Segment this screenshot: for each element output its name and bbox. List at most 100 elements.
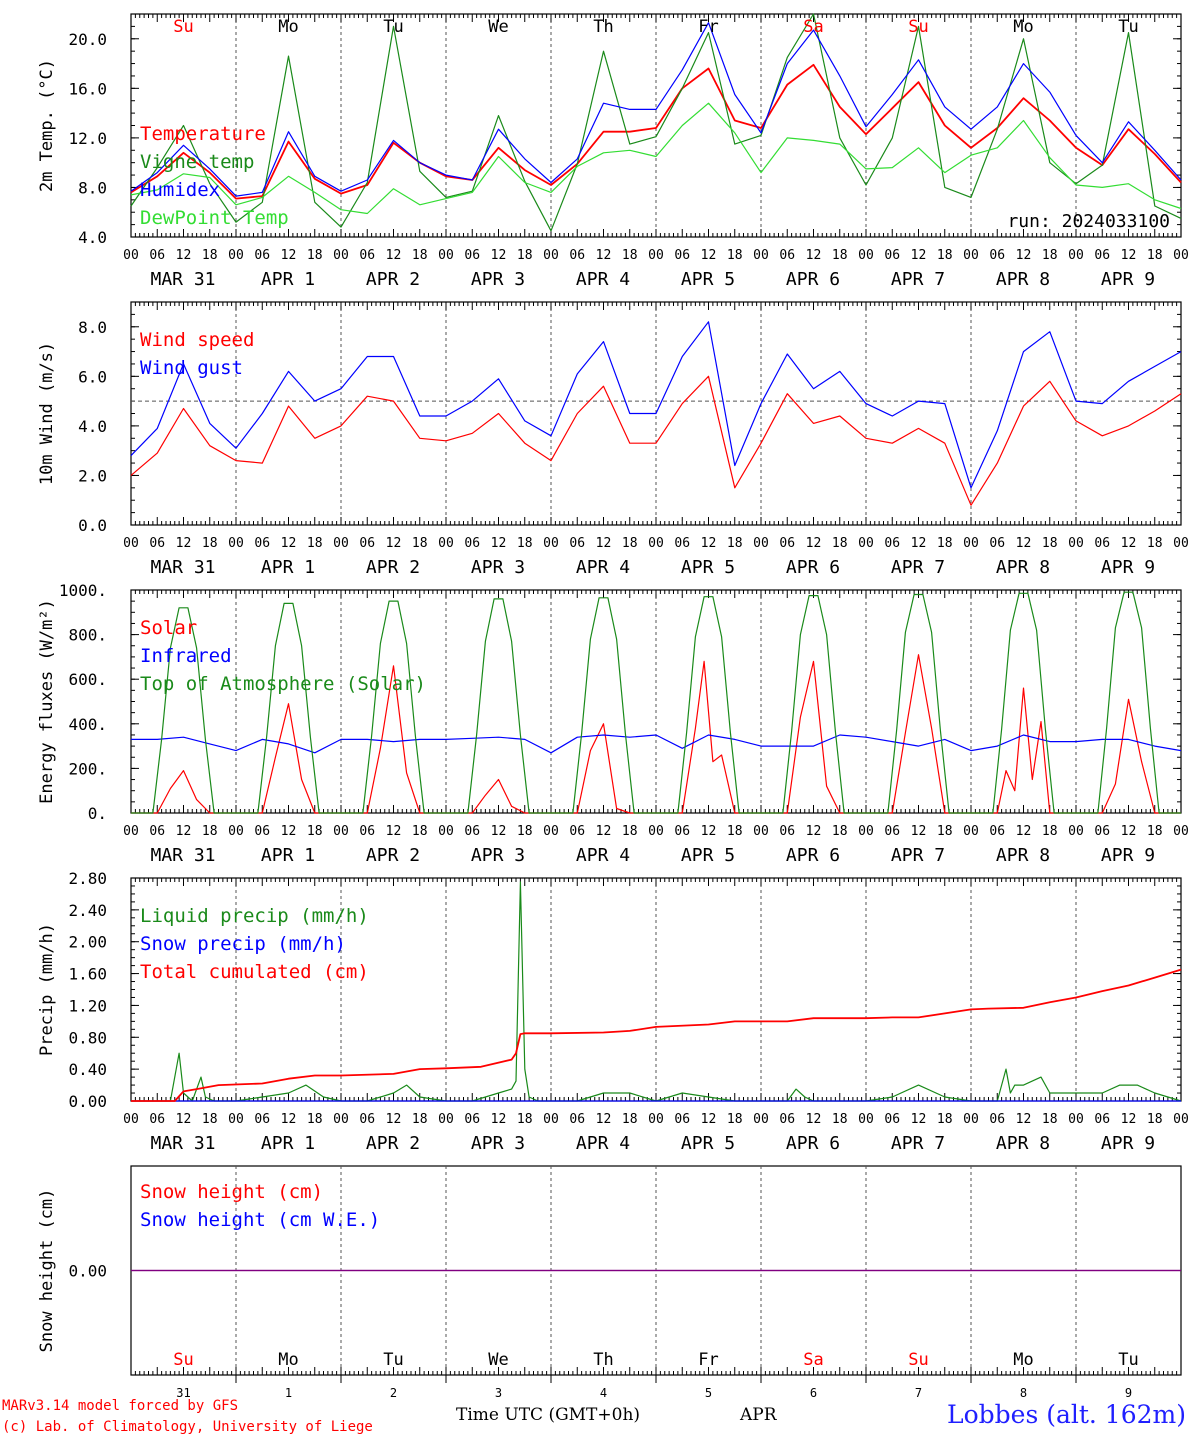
series-line (130, 321, 1182, 489)
hour-tick-label: 06 (779, 1112, 795, 1127)
y-tick-label: 0.80 (68, 1028, 107, 1047)
hour-tick-label: 12 (596, 824, 612, 839)
hour-tick-label: 18 (832, 536, 848, 551)
day-label: APR 1 (261, 557, 315, 578)
day-label: APR 4 (576, 845, 630, 866)
y-axis-title: Snow height (cm) (37, 1189, 57, 1353)
hour-tick-label: 18 (412, 248, 428, 263)
day-number-label: 1 (285, 1386, 292, 1400)
day-label: APR 9 (1101, 1133, 1155, 1154)
hour-tick-label: 00 (438, 824, 454, 839)
hour-tick-label: 00 (753, 248, 769, 263)
hour-tick-label: 12 (911, 248, 927, 263)
hour-tick-label: 06 (464, 1112, 480, 1127)
hour-tick-label: 12 (701, 1112, 717, 1127)
hour-tick-label: 18 (832, 824, 848, 839)
hour-tick-label: 06 (989, 248, 1005, 263)
hour-tick-label: 00 (1068, 824, 1084, 839)
y-tick-label: 1.60 (68, 965, 107, 984)
panel-energy: 0. 200. 400. 600. 800. 1000.Energy fluxes (W/… (37, 581, 1189, 866)
hour-tick-label: 12 (491, 248, 507, 263)
hour-tick-label: 06 (674, 536, 690, 551)
hour-tick-label: 00 (543, 1112, 559, 1127)
y-tick-label: 4.0 (78, 417, 107, 436)
hour-tick-label: 06 (884, 248, 900, 263)
y-tick-label: 400. (68, 715, 107, 734)
series-line (130, 375, 1182, 506)
hour-tick-label: 06 (464, 824, 480, 839)
hour-tick-label: 00 (333, 824, 349, 839)
y-tick-label: 4.0 (78, 228, 107, 247)
day-number-label: 2 (390, 1386, 397, 1400)
legend-entry: Wind speed (140, 329, 254, 351)
hour-tick-label: 00 (963, 536, 979, 551)
hour-tick-label: 18 (622, 1112, 638, 1127)
hour-tick-label: 18 (307, 1112, 323, 1127)
y-tick-label: 0.00 (68, 1262, 107, 1281)
legend-entry: Infrared (140, 645, 232, 667)
hour-tick-label: 00 (438, 536, 454, 551)
plot-frame (130, 13, 1182, 238)
hour-tick-label: 18 (202, 536, 218, 551)
hour-tick-label: 06 (884, 824, 900, 839)
plot-frame (130, 589, 1182, 814)
hour-tick-label: 12 (806, 248, 822, 263)
legend-entry: DewPoint Temp (140, 207, 289, 229)
hour-tick-label: 06 (464, 536, 480, 551)
hour-tick-label: 12 (596, 536, 612, 551)
hour-tick-label: 00 (1173, 1112, 1189, 1127)
day-label: APR 7 (891, 557, 945, 578)
hour-tick-label: 06 (989, 536, 1005, 551)
hour-tick-label: 12 (701, 248, 717, 263)
day-label: APR 9 (1101, 557, 1155, 578)
y-tick-label: 2.00 (68, 933, 107, 952)
hour-tick-label: 12 (281, 1112, 297, 1127)
hour-tick-label: 12 (596, 1112, 612, 1127)
hour-tick-label: 18 (307, 824, 323, 839)
hour-tick-label: 06 (989, 1112, 1005, 1127)
legend-entry: Temperature (140, 123, 266, 145)
hour-tick-label: 00 (858, 824, 874, 839)
hour-tick-label: 00 (1068, 1112, 1084, 1127)
hour-tick-label: 00 (1173, 536, 1189, 551)
y-tick-label: 800. (68, 626, 107, 645)
weekday-label: Sa (803, 17, 823, 37)
hour-tick-label: 18 (622, 824, 638, 839)
day-label: APR 9 (1101, 845, 1155, 866)
legend-entry: Liquid precip (mm/h) (140, 905, 369, 927)
credit-line-2: (c) Lab. of Climatology, University of L… (2, 1419, 373, 1435)
day-number-label: 31 (176, 1386, 190, 1400)
y-tick-label: 20.0 (68, 30, 107, 49)
hour-tick-label: 12 (386, 536, 402, 551)
day-label: APR 1 (261, 1133, 315, 1154)
day-number-label: 5 (705, 1386, 712, 1400)
panel-precip: 0.00 0.40 0.80 1.20 1.60 2.00 2.40 2.80 Precip (… (37, 869, 1189, 1154)
credit-line-1: MARv3.14 model forced by GFS (2, 1398, 239, 1414)
hour-tick-label: 06 (254, 536, 270, 551)
day-label: APR 8 (996, 845, 1050, 866)
hour-tick-label: 12 (701, 536, 717, 551)
day-label: APR 3 (471, 845, 525, 866)
day-label: APR 6 (786, 269, 840, 290)
legend-entry: Snow height (cm W.E.) (140, 1209, 380, 1231)
month-label: APR (740, 1405, 777, 1425)
hour-tick-label: 06 (569, 824, 585, 839)
y-axis-title: Energy fluxes (W/m²) (37, 599, 57, 804)
series-line (131, 734, 1182, 754)
day-number-label: 8 (1020, 1386, 1027, 1400)
hour-tick-label: 06 (884, 1112, 900, 1127)
hour-tick-label: 18 (727, 536, 743, 551)
hour-tick-label: 18 (517, 248, 533, 263)
hour-tick-label: 06 (674, 824, 690, 839)
y-tick-label: 12.0 (68, 129, 107, 148)
y-tick-label: 0.40 (68, 1060, 107, 1079)
hour-tick-label: 12 (701, 824, 717, 839)
legend-entry: Humidex (140, 179, 220, 201)
hour-tick-label: 00 (228, 1112, 244, 1127)
hour-tick-label: 06 (1094, 824, 1110, 839)
y-tick-label: 200. (68, 759, 107, 778)
hour-tick-label: 12 (176, 248, 192, 263)
hour-tick-label: 12 (386, 248, 402, 263)
weekday-label: Fr (698, 1350, 718, 1370)
